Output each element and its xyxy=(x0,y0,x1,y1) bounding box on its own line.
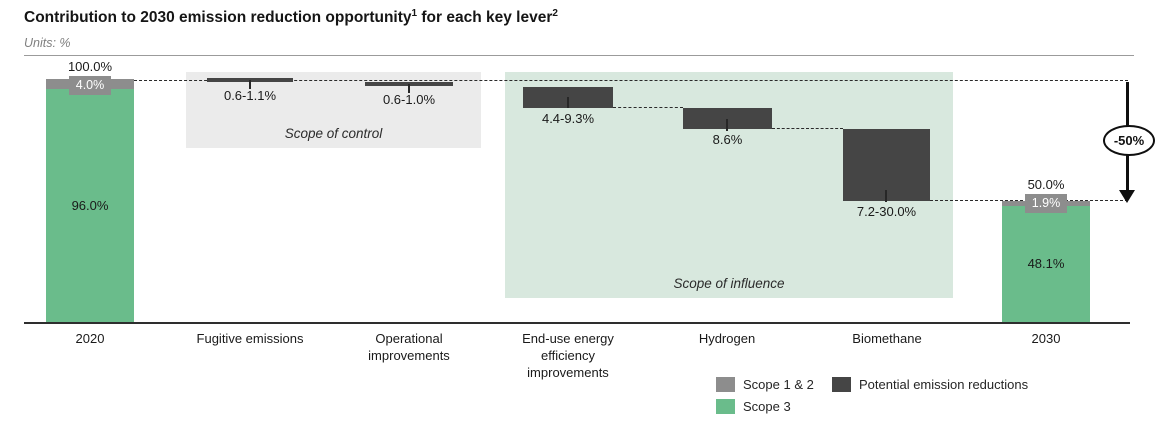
legend-item-scope-3: Scope 3 xyxy=(716,399,791,414)
label-enduse-efficiency: 4.4-9.3% xyxy=(541,111,595,126)
label-biomethane: 7.2-30.0% xyxy=(856,204,917,219)
tick-operational-improvements xyxy=(408,84,410,93)
label-2030-total: 50.0% xyxy=(1027,177,1065,192)
title-footnote-1: 1 xyxy=(411,8,418,19)
scope-of-control-label: Scope of control xyxy=(284,126,383,141)
label-operational-improvements: 0.6-1.0% xyxy=(382,92,436,107)
tick-biomethane xyxy=(885,190,887,202)
tick-fugitive-emissions xyxy=(249,80,251,89)
title-text-rest: for each key lever xyxy=(417,9,553,27)
bar-biomethane xyxy=(843,129,930,201)
label-2020-scope3: 96.0% xyxy=(71,198,109,213)
axis-label-2030: 2030 xyxy=(1031,331,1061,346)
legend-label-scope-1-2: Scope 1 & 2 xyxy=(743,377,814,392)
legend-swatch-potential-reductions xyxy=(832,377,851,392)
legend-label-potential-reductions: Potential emission reductions xyxy=(859,377,1029,392)
bar-2020-scope3 xyxy=(46,89,134,323)
x-axis-line xyxy=(24,322,1130,324)
axis-label-biomethane: Biomethane xyxy=(852,331,922,346)
label-hydrogen: 8.6% xyxy=(712,132,743,147)
legend-item-potential-reductions: Potential emission reductions xyxy=(832,377,1028,392)
title-text: Contribution to 2030 emission reduction … xyxy=(24,9,412,27)
tick-hydrogen xyxy=(726,119,728,131)
units-label: Units: % xyxy=(24,36,71,50)
label-2030-scope12: 1.9% xyxy=(1002,194,1090,213)
page-title: Contribution to 2030 emission reduction … xyxy=(24,8,558,27)
reduction-arrow-head xyxy=(1119,190,1135,203)
legend-swatch-scope-3 xyxy=(716,399,735,414)
title-footnote-2: 2 xyxy=(552,8,558,19)
dashed-connector-hydrogen-biomethane xyxy=(772,128,843,129)
legend-label-scope-3: Scope 3 xyxy=(743,399,791,414)
badge-2030-scope12: 1.9% xyxy=(1024,194,1068,213)
bar-hydrogen xyxy=(683,108,772,129)
legend-swatch-scope-1-2 xyxy=(716,377,735,392)
axis-label-2020: 2020 xyxy=(75,331,105,346)
label-2030-scope3: 48.1% xyxy=(1027,256,1065,271)
tick-enduse-efficiency xyxy=(567,97,569,108)
dashed-connector-enduse-hydrogen xyxy=(613,107,683,108)
legend-item-scope-1-2: Scope 1 & 2 xyxy=(716,377,814,392)
label-2020-total: 100.0% xyxy=(67,59,113,74)
label-2020-scope12: 4.0% xyxy=(46,76,134,95)
header-divider xyxy=(24,55,1134,56)
badge-2020-scope12: 4.0% xyxy=(68,76,112,95)
axis-label-operational-improvements: Operational improvements xyxy=(368,331,450,363)
bar-2030-scope3 xyxy=(1002,206,1090,323)
axis-label-hydrogen: Hydrogen xyxy=(698,331,756,346)
label-fugitive-emissions: 0.6-1.1% xyxy=(223,88,277,103)
dashed-line-100pct-level xyxy=(134,80,1128,81)
axis-label-fugitive-emissions: Fugitive emissions xyxy=(196,331,304,346)
axis-label-enduse-efficiency: End-use energy efficiency improvements xyxy=(522,331,614,380)
scope-of-influence-label: Scope of influence xyxy=(673,276,785,291)
reduction-delta-badge: -50% xyxy=(1103,125,1155,156)
